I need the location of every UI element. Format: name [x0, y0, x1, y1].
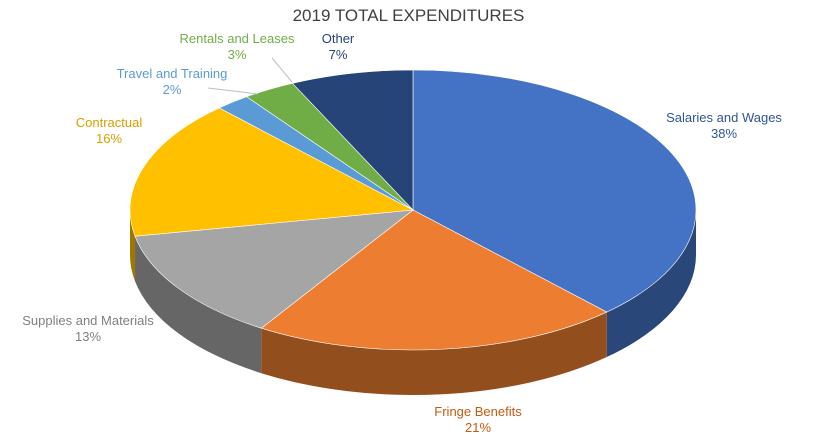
- pie-slice-salaries-and-wages: [412, 69, 697, 313]
- leader-rentals-and-leases: [271, 57, 293, 83]
- slice-percent-salaries-and-wages: 38%: [711, 126, 737, 141]
- pie-side-supplies-and-materials: [135, 236, 262, 374]
- pie-slice-supplies-and-materials: [134, 209, 414, 329]
- slice-percent-rentals-and-leases: 3%: [228, 47, 247, 62]
- slice-percent-supplies-and-materials: 13%: [75, 329, 101, 344]
- slice-percent-fringe-benefits: 21%: [465, 420, 491, 435]
- pie-slice-contractual: [129, 107, 415, 237]
- pie-side-group: [130, 210, 696, 395]
- slice-label-salaries-and-wages: Salaries and Wages: [666, 110, 782, 125]
- slice-label-rentals-and-leases: Rentals and Leases: [180, 31, 295, 46]
- chart-title: 2019 TOTAL EXPENDITURES: [292, 6, 525, 25]
- slice-percent-contractual: 16%: [96, 131, 122, 146]
- pie-side-fringe-benefits: [261, 312, 607, 395]
- leader-travel-and-training: [207, 87, 259, 95]
- pie-side-contractual: [130, 210, 136, 282]
- slice-label-contractual: Contractual: [76, 115, 143, 130]
- slice-label-fringe-benefits: Fringe Benefits: [434, 404, 522, 419]
- slice-label-other: Other: [322, 31, 355, 46]
- slice-percent-other: 7%: [329, 47, 348, 62]
- slice-label-supplies-and-materials: Supplies and Materials: [22, 313, 154, 328]
- pie-side-salaries-and-wages: [606, 210, 696, 358]
- pie-top-group: [129, 69, 697, 351]
- pie-slice-other: [291, 69, 414, 211]
- slice-label-travel-and-training: Travel and Training: [117, 66, 228, 81]
- pie-slice-fringe-benefits: [260, 209, 608, 351]
- slice-percent-travel-and-training: 2%: [163, 82, 182, 97]
